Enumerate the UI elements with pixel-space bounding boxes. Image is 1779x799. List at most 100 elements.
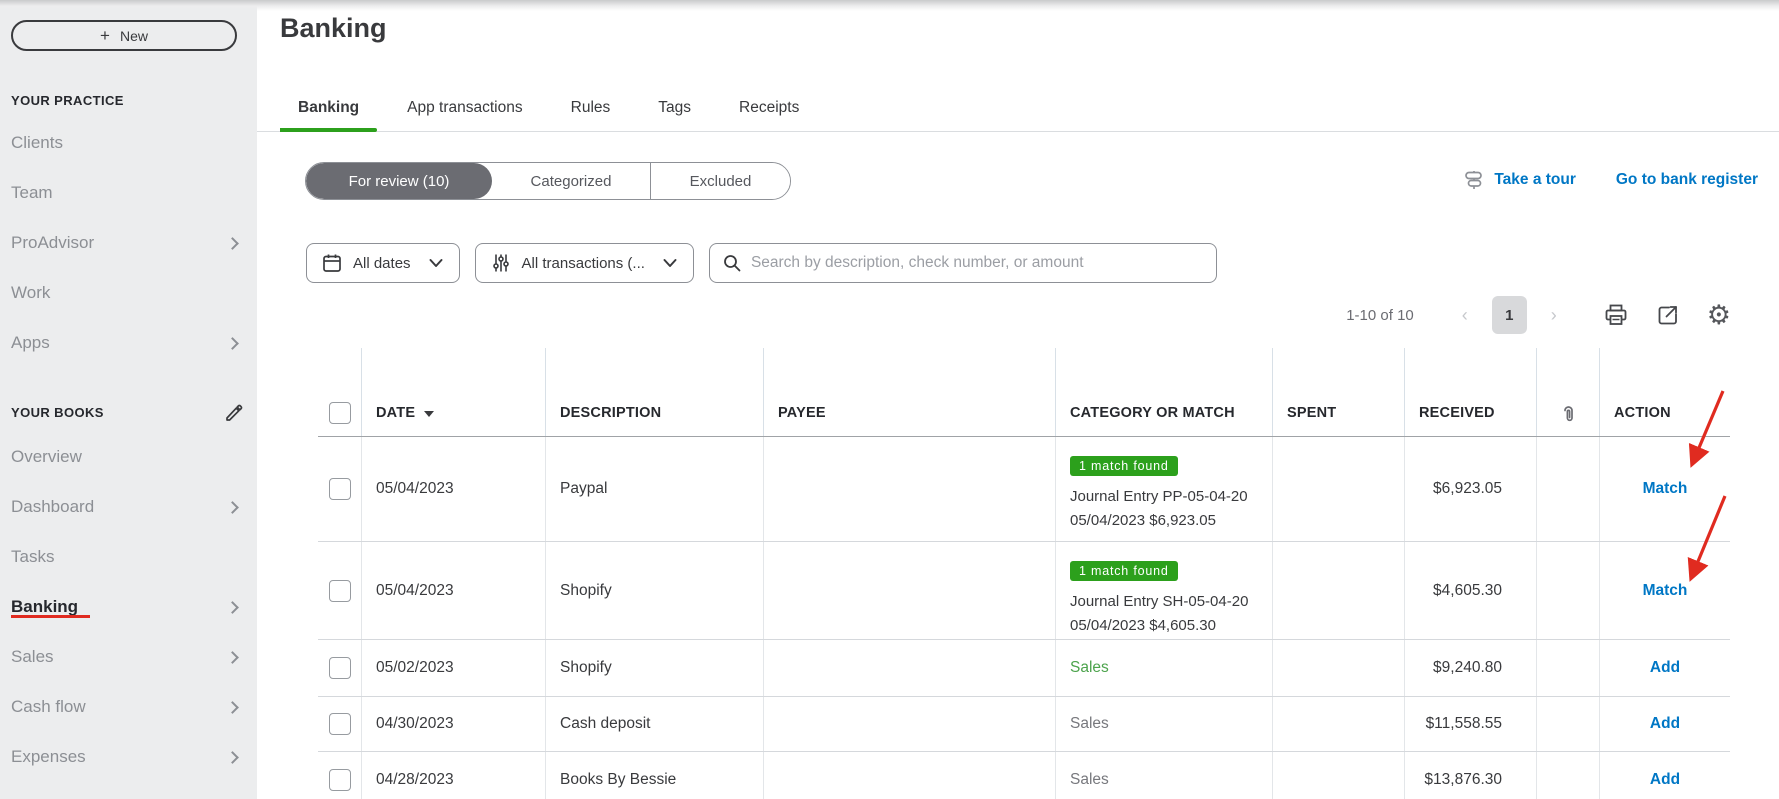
cell-payee xyxy=(764,697,1056,751)
pencil-icon[interactable] xyxy=(223,402,243,422)
cell-attachment xyxy=(1537,752,1600,799)
pagination-current-page[interactable]: 1 xyxy=(1491,296,1527,334)
add-button[interactable]: Add xyxy=(1649,715,1681,732)
cell-attachment xyxy=(1537,697,1600,751)
tab-app-transactions[interactable]: App transactions xyxy=(407,99,523,116)
segment-for-review[interactable]: For review (10) xyxy=(306,163,492,199)
cell-payee xyxy=(764,437,1056,541)
pagination-next-icon[interactable]: › xyxy=(1550,304,1557,325)
add-button[interactable]: Add xyxy=(1649,770,1681,788)
cell-date: 05/04/2023 xyxy=(362,542,546,639)
chevron-right-icon xyxy=(226,750,239,764)
top-gradient xyxy=(0,0,1779,11)
settings-button[interactable]: ⚙ xyxy=(1706,299,1731,330)
pagination-range: 1-10 of 10 xyxy=(1346,306,1414,324)
take-a-tour-link[interactable]: Take a tour xyxy=(1462,168,1576,192)
sidebar-item-expenses[interactable]: Expenses xyxy=(11,732,243,782)
match-detail-line: 05/04/2023 $4,605.30 xyxy=(1070,617,1216,634)
export-button[interactable] xyxy=(1655,302,1681,328)
cell-category-or-match: Sales xyxy=(1056,640,1273,696)
sidebar-item-team[interactable]: Team xyxy=(11,183,53,202)
cell-received: $9,240.80 xyxy=(1405,640,1537,696)
row-checkbox[interactable] xyxy=(328,713,351,735)
go-to-bank-register-link[interactable]: Go to bank register xyxy=(1615,171,1758,188)
column-header-category-or-match: CATEGORY OR MATCH xyxy=(1056,348,1273,436)
table-row: 04/30/2023 Cash deposit Sales $11,558.55… xyxy=(318,697,1730,752)
filter-bar: All dates All transactions (... xyxy=(306,243,1217,283)
cell-category-or-match: 1 match found Journal Entry PP-05-04-20 … xyxy=(1056,437,1273,541)
select-all-checkbox[interactable] xyxy=(328,402,351,424)
chevron-right-icon xyxy=(226,700,239,714)
chevron-right-icon xyxy=(226,336,239,350)
table-row: 05/04/2023 Shopify 1 match found Journal… xyxy=(318,542,1730,640)
segment-categorized[interactable]: Categorized xyxy=(492,163,650,199)
sort-desc-icon xyxy=(424,411,435,417)
match-button[interactable]: Match xyxy=(1642,581,1688,599)
tab-banking[interactable]: Banking xyxy=(280,84,378,132)
pagination-bar: 1-10 of 10 ‹ 1 › xyxy=(1346,296,1731,334)
chevron-right-icon xyxy=(226,236,239,250)
column-header-payee: PAYEE xyxy=(764,348,1056,436)
column-header-received: RECEIVED xyxy=(1405,348,1537,436)
cell-attachment xyxy=(1537,437,1600,541)
match-detail-line: 05/04/2023 $6,923.05 xyxy=(1070,512,1216,529)
category-label: Sales xyxy=(1070,715,1109,732)
table-row: 05/04/2023 Paypal 1 match found Journal … xyxy=(318,437,1730,542)
row-checkbox[interactable] xyxy=(328,657,351,679)
row-checkbox[interactable] xyxy=(328,579,351,602)
column-header-date[interactable]: DATE xyxy=(362,348,546,436)
cell-date: 04/30/2023 xyxy=(362,697,546,751)
sidebar-item-tasks[interactable]: Tasks xyxy=(11,547,55,566)
column-header-description: DESCRIPTION xyxy=(546,348,764,436)
transactions-table: DATE DESCRIPTION PAYEE CATEGORY OR MATCH… xyxy=(318,348,1730,799)
main-content: Banking Banking App transactions Rules T… xyxy=(257,0,1779,799)
cell-description: Paypal xyxy=(546,437,764,541)
add-button[interactable]: Add xyxy=(1649,659,1681,676)
sidebar-item-banking[interactable]: Banking xyxy=(11,582,243,632)
cell-spent xyxy=(1273,542,1405,639)
match-detail-line: Journal Entry PP-05-04-20 xyxy=(1070,488,1248,505)
plus-icon: + xyxy=(100,26,110,45)
transactions-filter-dropdown[interactable]: All transactions (... xyxy=(474,243,694,283)
chevron-down-icon xyxy=(429,259,443,267)
signpost-icon xyxy=(1465,171,1483,189)
match-found-badge: 1 match found xyxy=(1070,561,1178,581)
pagination-prev-icon[interactable]: ‹ xyxy=(1461,304,1468,325)
tab-rules[interactable]: Rules xyxy=(570,99,611,116)
print-button[interactable] xyxy=(1603,302,1629,328)
sidebar-item-apps[interactable]: Apps xyxy=(11,318,243,368)
tab-tags[interactable]: Tags xyxy=(658,99,692,116)
date-filter-dropdown[interactable]: All dates xyxy=(306,243,460,283)
segment-excluded[interactable]: Excluded xyxy=(650,163,790,199)
cell-spent xyxy=(1273,697,1405,751)
column-header-action: ACTION xyxy=(1614,405,1671,421)
row-checkbox[interactable] xyxy=(328,478,351,500)
gear-icon: ⚙ xyxy=(1706,299,1731,330)
sidebar-item-work[interactable]: Work xyxy=(11,283,51,302)
table-header-row: DATE DESCRIPTION PAYEE CATEGORY OR MATCH… xyxy=(318,348,1730,437)
tab-receipts[interactable]: Receipts xyxy=(739,99,800,116)
cell-payee xyxy=(764,542,1056,639)
cell-spent xyxy=(1273,640,1405,696)
tab-strip-divider xyxy=(257,131,1779,132)
sidebar-item-overview[interactable]: Overview xyxy=(11,447,82,466)
section-title: YOUR PRACTICE xyxy=(11,93,124,108)
new-button[interactable]: + New xyxy=(11,20,237,51)
chevron-down-icon xyxy=(663,259,677,267)
cell-spent xyxy=(1273,437,1405,541)
cell-received: $6,923.05 xyxy=(1405,437,1537,541)
chevron-right-icon xyxy=(226,650,239,664)
match-button[interactable]: Match xyxy=(1642,480,1688,497)
sidebar-item-sales[interactable]: Sales xyxy=(11,632,243,682)
sidebar-item-cash-flow[interactable]: Cash flow xyxy=(11,682,243,732)
suggested-category-link[interactable]: Sales xyxy=(1070,659,1109,676)
sidebar-item-clients[interactable]: Clients xyxy=(11,133,63,152)
search-input[interactable] xyxy=(750,254,1204,272)
sidebar-item-proadvisor[interactable]: ProAdvisor xyxy=(11,218,243,268)
printer-icon xyxy=(1605,304,1627,325)
category-label: Sales xyxy=(1070,770,1109,788)
sidebar-item-dashboard[interactable]: Dashboard xyxy=(11,482,243,532)
row-checkbox[interactable] xyxy=(328,768,351,791)
cell-received: $13,876.30 xyxy=(1405,752,1537,799)
chevron-right-icon xyxy=(226,600,239,614)
